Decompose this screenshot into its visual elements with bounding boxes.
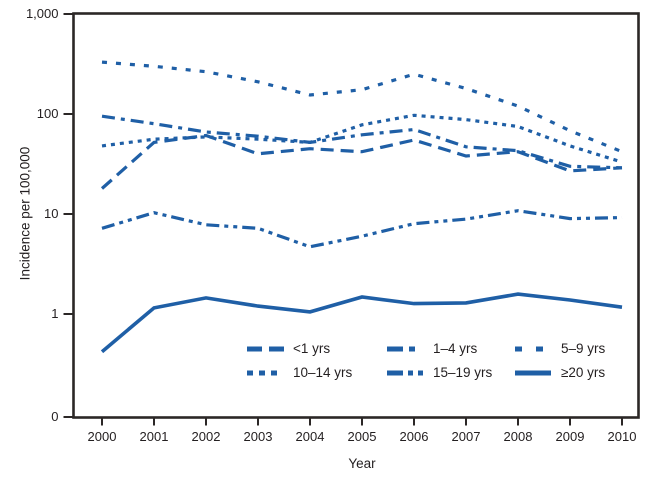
y-tick-label: 0: [51, 409, 59, 424]
x-tick-label: 2008: [503, 429, 533, 444]
y-axis-title: Incidence per 100,000: [17, 146, 33, 281]
series-line-0: [100, 133, 623, 190]
legend-label: 5–9 yrs: [561, 341, 606, 356]
legend-item: 10–14 yrs: [246, 365, 386, 380]
x-tick-label: 2004: [295, 429, 325, 444]
x-tick-label: 2010: [607, 429, 637, 444]
x-tick-label: 2007: [451, 429, 481, 444]
plot-border: [72, 12, 640, 419]
series-line-3: [101, 113, 623, 164]
x-tick-label: 2005: [347, 429, 377, 444]
x-tick-label: 2006: [399, 429, 429, 444]
legend-line-swatch-icon: [387, 370, 423, 375]
legend-label: 1–4 yrs: [433, 341, 478, 356]
x-tick-label: 2002: [191, 429, 221, 444]
series-lines: [100, 60, 623, 354]
series-line-5: [100, 292, 623, 354]
legend-item: 5–9 yrs: [514, 341, 624, 356]
legend-item: <1 yrs: [246, 341, 386, 356]
y-tick-label: 1,000: [25, 6, 59, 21]
legend-label: 15–19 yrs: [433, 365, 493, 380]
legend-line-swatch-icon: [247, 370, 277, 375]
legend-line-swatch-icon: [515, 346, 543, 351]
legend-line-swatch-icon: [515, 370, 551, 375]
y-tick-label: 10: [44, 206, 59, 221]
legend-item: 15–19 yrs: [386, 365, 514, 380]
series-line-1: [101, 114, 623, 170]
x-tick-label: 2003: [243, 429, 273, 444]
x-axis-title: Year: [348, 456, 376, 471]
x-tick-label: 2001: [139, 429, 169, 444]
legend-line-swatch-icon: [387, 346, 415, 351]
legend: <1 yrs 1–4 yrs 5–9 yrs 10–14 yrs 15–19 yrs ≥2…: [246, 341, 624, 380]
legend-label: 10–14 yrs: [293, 365, 353, 380]
legend-item: 1–4 yrs: [386, 341, 514, 356]
legend-label: ≥20 yrs: [561, 365, 606, 380]
x-tick-label: 2000: [87, 429, 117, 444]
series-line-4: [101, 209, 623, 249]
y-tick-label: 100: [36, 106, 59, 121]
legend-label: <1 yrs: [293, 341, 331, 356]
axis-ticks: [63, 13, 623, 426]
legend-line-swatch-icon: [247, 346, 284, 351]
y-tick-label: 1: [51, 306, 59, 321]
legend-item: ≥20 yrs: [514, 365, 624, 380]
x-tick-label: 2009: [555, 429, 585, 444]
series-line-2: [101, 60, 623, 154]
